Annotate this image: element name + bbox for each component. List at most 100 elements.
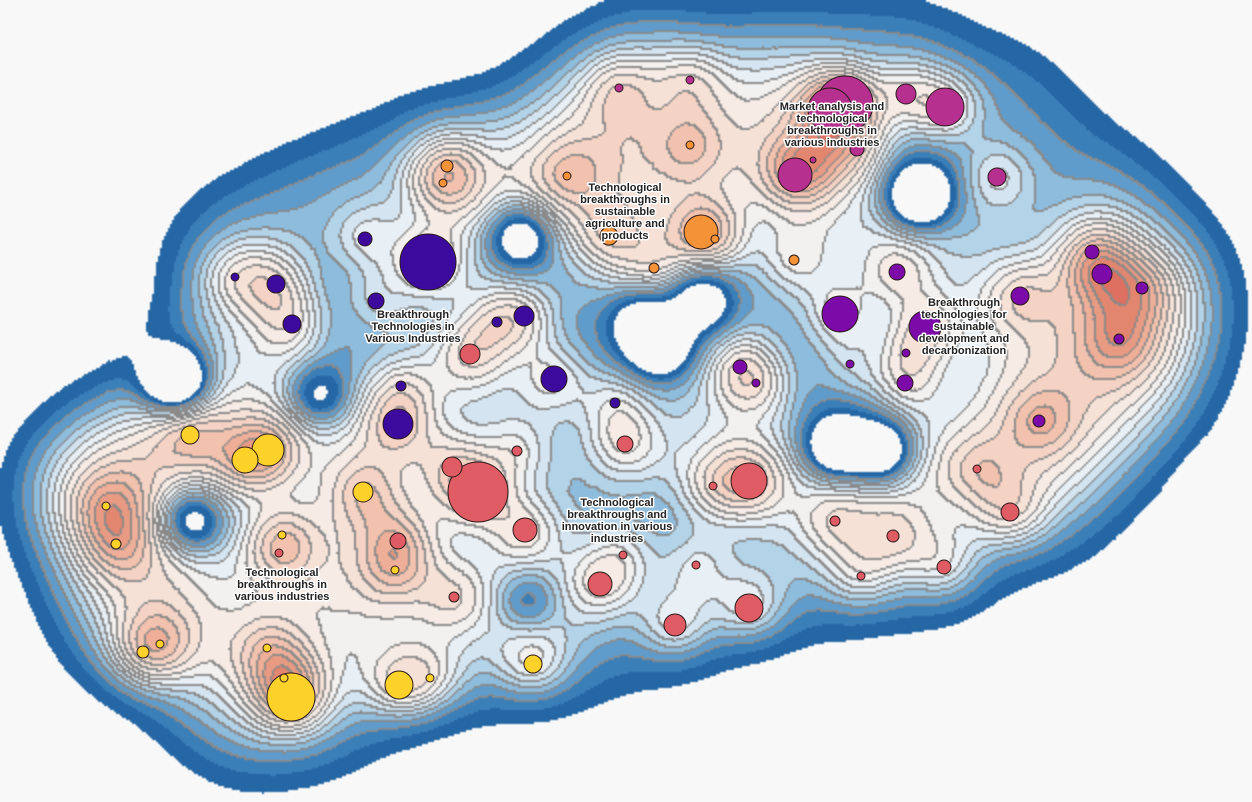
bubble-cluster-1[interactable]: [438, 178, 448, 188]
cluster-label-line: sustainable: [934, 321, 995, 333]
bubble-cluster-2[interactable]: [901, 348, 911, 358]
bubble-cluster-2[interactable]: [845, 359, 855, 369]
cluster-label-line: Various Industries: [365, 333, 460, 345]
bubble-cluster-5[interactable]: [266, 672, 316, 722]
cluster-label-line: sustainable: [595, 206, 656, 218]
bubble-cluster-5[interactable]: [180, 425, 200, 445]
bubble-cluster-3[interactable]: [266, 274, 286, 294]
bubble-cluster-2[interactable]: [1135, 281, 1149, 295]
bubble-cluster-4[interactable]: [936, 559, 952, 575]
bubble-cluster-5[interactable]: [231, 446, 259, 474]
cluster-label: Technological breakthroughs in sustainable…: [580, 182, 670, 242]
cluster-label-line: breakthroughs in: [787, 125, 877, 137]
bubble-cluster-2[interactable]: [1113, 333, 1125, 345]
bubble-cluster-2[interactable]: [732, 359, 748, 375]
bubble-cluster-5[interactable]: [136, 645, 150, 659]
bubble-cluster-4[interactable]: [511, 445, 523, 457]
bubble-cluster-5[interactable]: [155, 639, 165, 649]
bubble-cluster-2[interactable]: [1032, 414, 1046, 428]
cluster-label-line: development and: [919, 333, 1009, 345]
bubble-cluster-2[interactable]: [896, 374, 914, 392]
bubble-cluster-1[interactable]: [562, 171, 572, 181]
bubble-cluster-4[interactable]: [389, 532, 407, 550]
bubble-cluster-2[interactable]: [908, 310, 942, 344]
bubble-cluster-5[interactable]: [523, 654, 543, 674]
bubble-cluster-5[interactable]: [110, 538, 122, 550]
bubble-cluster-4[interactable]: [663, 613, 687, 637]
bubble-cluster-1[interactable]: [599, 226, 619, 246]
bubble-cluster-5[interactable]: [262, 643, 272, 653]
bubble-cluster-4[interactable]: [730, 462, 768, 500]
bubble-cluster-3[interactable]: [399, 233, 457, 291]
bubble-cluster-0[interactable]: [809, 156, 817, 164]
bubble-cluster-4[interactable]: [1000, 502, 1020, 522]
cluster-label-line: products: [601, 230, 648, 242]
bubble-cluster-1[interactable]: [685, 140, 695, 150]
bubble-cluster-4[interactable]: [441, 456, 463, 478]
bubble-cluster-1[interactable]: [440, 159, 454, 173]
cluster-label-line: Breakthrough: [928, 297, 1000, 309]
cluster-label-line: breakthroughs in: [237, 579, 327, 591]
cluster-label-line: breakthroughs and: [567, 509, 667, 521]
bubble-cluster-1[interactable]: [683, 214, 719, 250]
bubble-cluster-0[interactable]: [849, 141, 865, 157]
bubble-cluster-5[interactable]: [101, 501, 111, 511]
cluster-label: Breakthrough Technologies in Various Indus…: [365, 309, 460, 345]
cluster-label-line: decarbonization: [922, 345, 1007, 357]
bubble-cluster-3[interactable]: [357, 231, 373, 247]
bubble-cluster-3[interactable]: [382, 408, 414, 440]
bubble-cluster-3[interactable]: [609, 397, 621, 409]
bubble-cluster-4[interactable]: [587, 571, 613, 597]
bubble-cluster-3[interactable]: [395, 380, 407, 392]
bubble-cluster-4[interactable]: [734, 593, 764, 623]
bubble-cluster-3[interactable]: [282, 314, 302, 334]
bubble-cluster-3[interactable]: [230, 272, 240, 282]
bubble-cluster-4[interactable]: [856, 571, 866, 581]
bubble-cluster-0[interactable]: [987, 167, 1007, 187]
bubble-cluster-4[interactable]: [618, 550, 628, 560]
cluster-label-line: industries: [591, 533, 644, 545]
bubble-cluster-1[interactable]: [788, 254, 800, 266]
bubble-cluster-0[interactable]: [685, 75, 695, 85]
bubble-cluster-4[interactable]: [691, 560, 701, 570]
bubble-cluster-0[interactable]: [925, 87, 965, 127]
bubble-cluster-4[interactable]: [447, 461, 509, 523]
bubble-cluster-3[interactable]: [367, 292, 385, 310]
bubble-cluster-4[interactable]: [829, 515, 841, 527]
bubble-cluster-2[interactable]: [1084, 244, 1100, 260]
bubble-cluster-2[interactable]: [751, 378, 761, 388]
bubble-cluster-4[interactable]: [274, 548, 284, 558]
bubble-cluster-5[interactable]: [425, 673, 435, 683]
cluster-label: Market analysis and technological breakthr…: [780, 101, 885, 149]
bubble-cluster-5[interactable]: [384, 670, 414, 700]
bubble-cluster-2[interactable]: [1010, 286, 1030, 306]
bubble-cluster-4[interactable]: [972, 464, 982, 474]
cluster-label-line: breakthroughs in: [580, 194, 670, 206]
bubble-cluster-5[interactable]: [390, 565, 400, 575]
bubble-cluster-2[interactable]: [821, 295, 859, 333]
bubble-cluster-5[interactable]: [352, 481, 374, 503]
bubble-cluster-4[interactable]: [448, 591, 460, 603]
bubble-cluster-3[interactable]: [513, 305, 535, 327]
bubble-cluster-0[interactable]: [614, 83, 624, 93]
bubble-cluster-4[interactable]: [886, 529, 900, 543]
bubble-cluster-3[interactable]: [540, 365, 568, 393]
bubble-cluster-4[interactable]: [512, 517, 538, 543]
bubble-cluster-1[interactable]: [648, 262, 660, 274]
bubble-cluster-2[interactable]: [888, 263, 906, 281]
bubble-cluster-5[interactable]: [277, 530, 287, 540]
bubble-cluster-0[interactable]: [895, 83, 917, 105]
bubble-cluster-0[interactable]: [777, 157, 813, 193]
bubble-cluster-4[interactable]: [708, 481, 718, 491]
bubble-cluster-3[interactable]: [491, 316, 503, 328]
cluster-label-line: Market analysis and: [780, 101, 885, 113]
bubbles: [101, 75, 1149, 722]
bubble-cluster-1[interactable]: [710, 234, 720, 244]
bubble-cluster-2[interactable]: [1091, 263, 1113, 285]
bubble-cluster-5[interactable]: [279, 673, 289, 683]
cluster-label-line: Technologies in: [372, 321, 455, 333]
bubble-cluster-0[interactable]: [807, 87, 853, 133]
bubble-cluster-4[interactable]: [616, 435, 634, 453]
bubble-cluster-4[interactable]: [459, 343, 481, 365]
